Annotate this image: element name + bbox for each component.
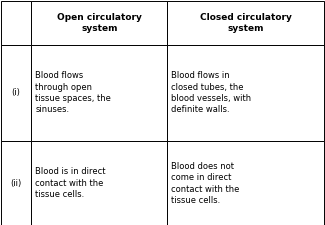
Text: (ii): (ii) — [10, 179, 22, 188]
Text: Blood flows
through open
tissue spaces, the
sinuses.: Blood flows through open tissue spaces, … — [35, 71, 111, 115]
Bar — [1, 45, 32, 141]
Bar — [32, 45, 167, 141]
Text: Open circulatory
system: Open circulatory system — [57, 13, 142, 33]
Bar — [32, 141, 167, 225]
Text: (i): (i) — [12, 88, 20, 97]
Bar — [32, 1, 167, 45]
Text: Closed circulatory
system: Closed circulatory system — [200, 13, 292, 33]
Bar — [1, 141, 32, 225]
Bar — [167, 45, 324, 141]
Bar — [1, 1, 32, 45]
Bar — [167, 141, 324, 225]
Bar — [167, 1, 324, 45]
Text: Blood is in direct
contact with the
tissue cells.: Blood is in direct contact with the tiss… — [35, 167, 106, 199]
Text: Blood does not
come in direct
contact with the
tissue cells.: Blood does not come in direct contact wi… — [171, 162, 240, 205]
Text: Blood flows in
closed tubes, the
blood vessels, with
definite walls.: Blood flows in closed tubes, the blood v… — [171, 71, 251, 115]
